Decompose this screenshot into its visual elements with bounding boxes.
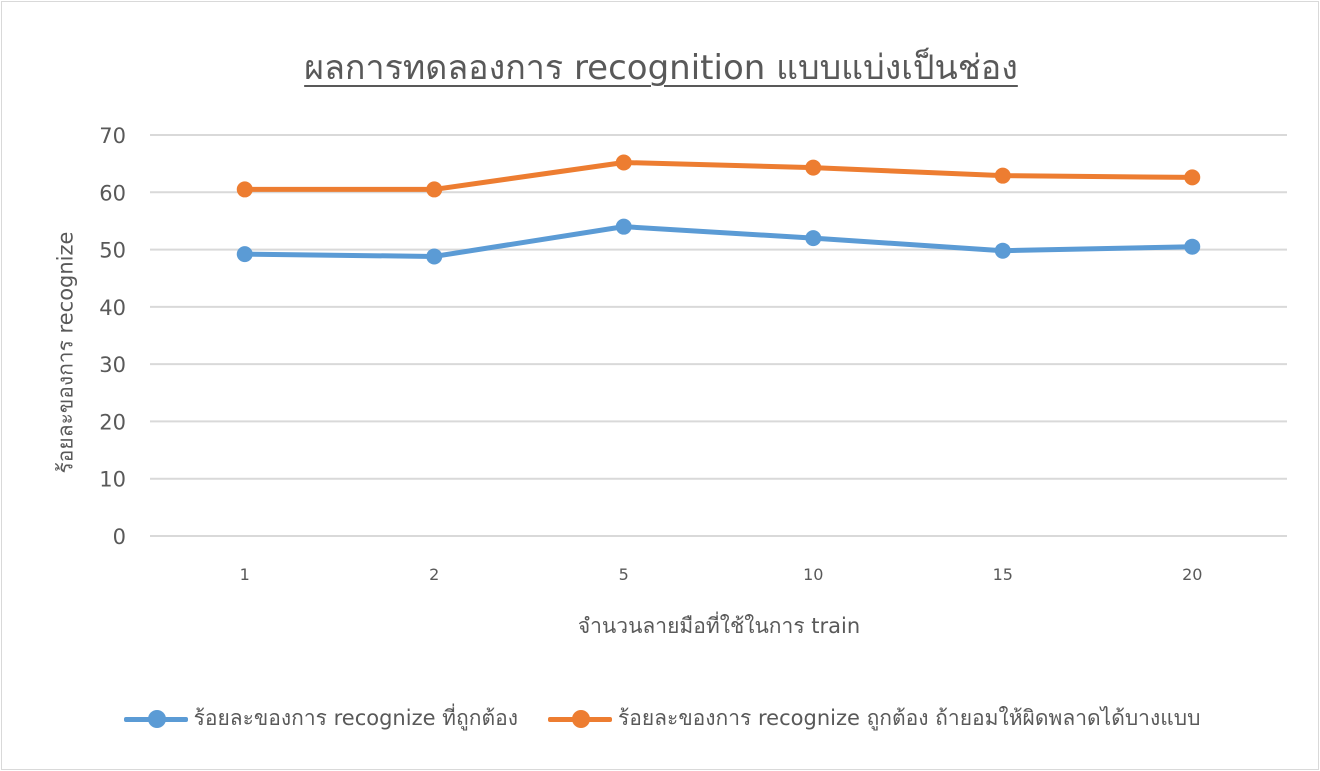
series-1-point — [994, 242, 1011, 259]
y-tick-label: 50 — [99, 239, 126, 263]
series-1-point — [1184, 238, 1201, 255]
legend-swatch-series-2 — [547, 709, 612, 729]
y-tick-label: 70 — [99, 124, 126, 148]
legend-label-series-2: ร้อยละของการ recognize ถูกต้อง ถ้ายอมให้… — [617, 706, 1201, 730]
series-2-point — [805, 159, 822, 176]
series-1-point — [236, 246, 253, 263]
x-tick-label: 5 — [619, 565, 629, 584]
series-2-point — [994, 167, 1011, 184]
series-2-point — [426, 181, 443, 198]
y-tick-label: 10 — [99, 468, 126, 492]
y-tick-label: 0 — [113, 525, 126, 549]
legend-label-series-1: ร้อยละของการ recognize ที่ถูกต้อง — [193, 706, 518, 730]
series-2-point — [236, 181, 253, 198]
y-tick-label: 30 — [99, 353, 126, 377]
series-1-point — [615, 218, 632, 235]
x-tick-label: 1 — [240, 565, 250, 584]
series-1-point — [426, 248, 443, 265]
x-tick-label: 2 — [429, 565, 439, 584]
legend-swatch-series-1 — [123, 709, 188, 729]
series-1-point — [805, 230, 822, 247]
legend-item-series-1: ร้อยละของการ recognize ที่ถูกต้อง — [123, 702, 518, 735]
chart-title: ผลการทดลองการ recognition แบบแบ่งเป็นช่อ… — [304, 48, 1018, 88]
legend-item-series-2: ร้อยละของการ recognize ถูกต้อง ถ้ายอมให้… — [547, 702, 1201, 735]
series-line-2 — [242, 159, 1195, 192]
x-axis-title: จำนวนลายมือที่ใช้ในการ train — [577, 614, 861, 638]
x-tick-label: 20 — [1182, 565, 1202, 584]
x-tick-label: 10 — [803, 565, 823, 584]
series-line-1 — [242, 224, 1195, 259]
legend: ร้อยละของการ recognize ที่ถูกต้อง ร้อยละ… — [2, 702, 1320, 735]
y-tick-label: 20 — [99, 410, 126, 434]
series-2-point — [615, 154, 632, 171]
y-tick-label: 60 — [99, 181, 126, 205]
y-axis-title: ร้อยละของการ recognize — [53, 231, 78, 474]
x-tick-label: 15 — [993, 565, 1013, 584]
y-tick-label: 40 — [99, 296, 126, 320]
series-2-point — [1184, 169, 1201, 186]
